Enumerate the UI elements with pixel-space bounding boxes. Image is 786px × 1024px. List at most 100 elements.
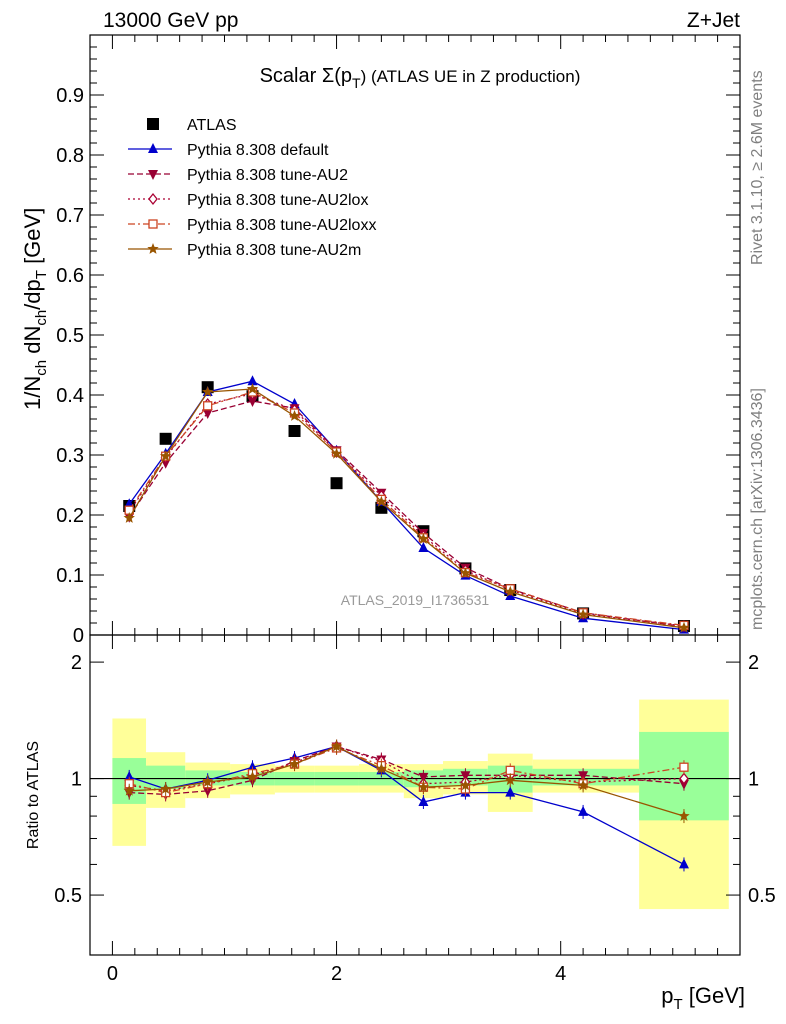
ratio-xtick-label: 4 xyxy=(555,963,566,985)
main-data-point xyxy=(159,450,172,462)
mcplots-label: mcplots.cern.ch [arXiv:1306.3436] xyxy=(749,388,766,630)
main-data-point xyxy=(330,447,343,459)
main-data-point xyxy=(247,375,258,386)
ratio-ytick-label-right: 0.5 xyxy=(748,885,776,907)
ratio-series-line xyxy=(128,745,685,865)
ratio-data-point xyxy=(375,762,388,774)
ratio-data-point xyxy=(417,781,430,793)
legend-label: Pythia 8.308 tune-AU2m xyxy=(187,242,361,259)
main-ytick-label: 0.9 xyxy=(56,85,84,107)
ratio-series-line xyxy=(129,745,685,796)
ratio-data-point xyxy=(159,783,172,794)
ratio-data-point xyxy=(678,810,690,821)
ratio-data-point xyxy=(678,858,689,869)
ratio-data-point xyxy=(202,776,214,787)
main-data-point xyxy=(459,567,472,579)
green-band-bin xyxy=(532,768,640,786)
legend-label: ATLAS xyxy=(187,117,237,134)
ratio-ytick-label: 1 xyxy=(71,769,82,791)
ratio-series-line xyxy=(129,745,685,817)
ratio-data-point xyxy=(418,795,429,806)
main-data-point xyxy=(123,512,135,523)
legend-marker xyxy=(148,170,158,180)
legend-entry: Pythia 8.308 tune-AU2loxx xyxy=(128,217,376,234)
ratio-data-point xyxy=(330,740,343,752)
main-ytick-label: 0 xyxy=(73,625,84,647)
ratio-data-point xyxy=(246,770,259,782)
ratio-ytick-label-right: 1 xyxy=(748,769,759,791)
analysis-watermark: ATLAS_2019_I1736531 xyxy=(341,592,490,608)
xlabel: pT [GeV] xyxy=(661,983,745,1013)
main-data-point xyxy=(577,608,589,620)
main-ytick-label: 0.5 xyxy=(56,325,84,347)
legend-marker xyxy=(147,118,159,130)
main-data-point xyxy=(288,410,301,421)
legend-label: Pythia 8.308 tune-AU2loxx xyxy=(187,217,376,234)
ratio-series-group xyxy=(123,739,690,872)
legend-label: Pythia 8.308 tune-AU2 xyxy=(187,167,348,184)
ratio-data-point xyxy=(123,784,135,796)
rivet-label: Rivet 3.1.10, ≥ 2.6M events xyxy=(749,70,766,265)
main-series-group xyxy=(123,375,690,634)
legend-marker xyxy=(148,192,158,206)
main-title: Scalar Σ(pT) (ATLAS UE in Z production) xyxy=(260,65,581,91)
legend-marker xyxy=(147,243,159,254)
ratio-uncertainty-bands xyxy=(90,699,740,910)
ratio-data-point xyxy=(504,774,516,786)
main-series-line xyxy=(128,393,685,627)
ratio-xtick-label: 2 xyxy=(331,963,342,985)
ratio-ytick-label: 2 xyxy=(71,652,82,674)
green-band-bin xyxy=(146,765,186,789)
main-ytick-label: 0.7 xyxy=(56,205,84,227)
main-ytick-label: 0.6 xyxy=(56,265,84,287)
main-data-point xyxy=(159,432,172,445)
main-data-point xyxy=(288,425,301,437)
ratio-frame xyxy=(89,634,741,956)
legend-entry: Pythia 8.308 tune-AU2m xyxy=(128,242,361,259)
legend-entry: Pythia 8.308 tune-AU2lox xyxy=(128,192,368,209)
ratio-data-point xyxy=(247,761,258,772)
main-data-point xyxy=(375,495,388,507)
main-ytick-label: 0.1 xyxy=(56,565,84,587)
ratio-data-point xyxy=(578,805,589,816)
legend-entry: Pythia 8.308 tune-AU2 xyxy=(128,167,348,184)
ratio-ytick-label-right: 2 xyxy=(748,652,759,674)
legend-marker xyxy=(148,219,158,229)
main-ylabel: 1/Nch dNch/dpT [GeV] xyxy=(20,208,50,410)
ratio-data-point xyxy=(288,758,301,769)
legend: ATLAS Pythia 8.308 default Pythia 8.308 tu… xyxy=(128,117,376,259)
main-data-point xyxy=(504,585,516,597)
ratio-ytick-label: 0.5 xyxy=(54,885,82,907)
legend-label: Pythia 8.308 default xyxy=(187,142,329,159)
main-data-point xyxy=(202,409,213,419)
main-ytick-label: 0.8 xyxy=(56,145,84,167)
axes-group: 0 0.1 0.2 0.3 0.4 0.5 0.6 0.7 0.8 0.9 0 2 4 0.5 0.5 1 1 2… xyxy=(54,34,776,985)
main-data-point xyxy=(203,401,213,411)
main-data-point xyxy=(246,383,259,394)
ratio-series-4 xyxy=(123,739,690,824)
ratio-data-point xyxy=(679,762,689,772)
main-ytick-label: 0.3 xyxy=(56,445,84,467)
ratio-data-point xyxy=(459,779,472,791)
legend-entry: ATLAS xyxy=(147,117,237,134)
main-data-point xyxy=(418,542,429,552)
ratio-data-point xyxy=(679,772,689,785)
ratio-xtick-label: 0 xyxy=(107,963,118,985)
main-ytick-label: 0.4 xyxy=(56,385,84,407)
main-data-point xyxy=(330,477,343,490)
ratio-data-point xyxy=(505,765,515,776)
ratio-data-point xyxy=(505,786,516,797)
main-series-line xyxy=(128,391,685,627)
header-left: 13000 GeV pp xyxy=(103,9,238,32)
ratio-ylabel: Ratio to ATLAS xyxy=(25,741,42,849)
ratio-data-point xyxy=(577,779,589,791)
main-series-line xyxy=(128,388,685,629)
legend-marker xyxy=(148,143,158,153)
ratio-data-point xyxy=(202,786,213,797)
ratio-data-point xyxy=(124,770,135,781)
main-ytick-label: 0.2 xyxy=(56,505,84,527)
main-series-5 xyxy=(123,383,690,633)
main-data-point xyxy=(202,386,214,397)
main-data-point xyxy=(678,621,690,633)
